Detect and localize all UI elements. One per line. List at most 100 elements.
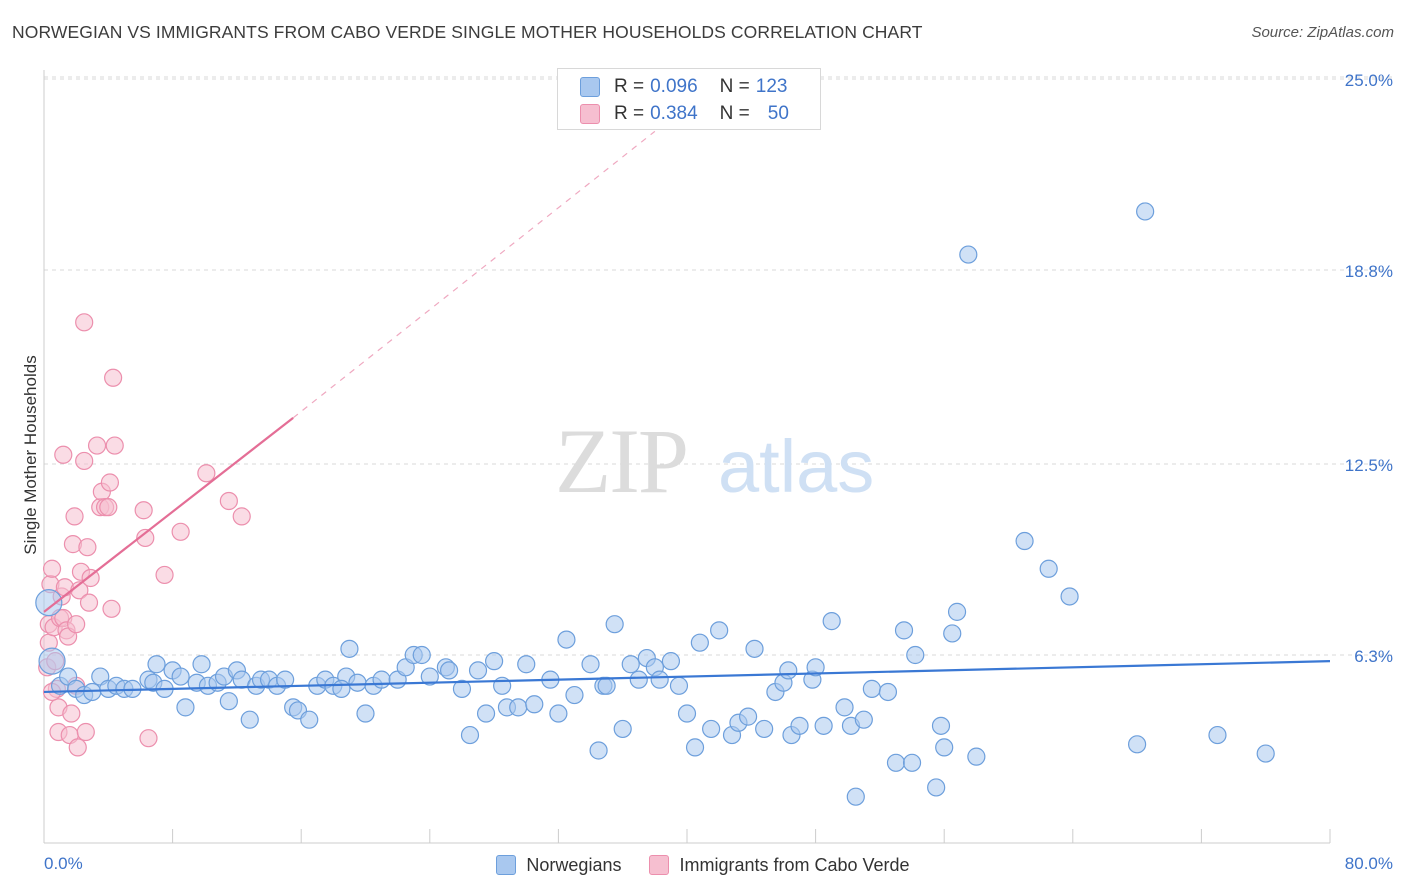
data-point-norwegians	[661, 652, 681, 671]
data-point-norwegians	[779, 661, 798, 680]
data-point-norwegians	[1127, 735, 1147, 754]
data-point-cabo-verde	[42, 559, 62, 578]
y-axis-label: Single Mother Households	[21, 355, 40, 554]
data-point-norwegians	[605, 615, 624, 634]
data-point-norwegians	[597, 676, 616, 695]
data-point-norwegians	[276, 670, 295, 689]
data-point-cabo-verde	[76, 722, 95, 742]
data-point-norwegians	[439, 661, 459, 680]
data-point-norwegians	[886, 753, 906, 772]
legend-item-cabo-verde[interactable]: Immigrants from Cabo Verde	[649, 854, 910, 876]
data-point-norwegians	[931, 716, 951, 735]
data-point-norwegians	[476, 704, 496, 723]
data-point-norwegians	[927, 778, 946, 797]
data-point-norwegians	[509, 698, 528, 717]
data-point-norwegians	[745, 639, 764, 658]
y-tick-label: 25.0%	[1345, 71, 1393, 90]
series-legend: Norwegians Immigrants from Cabo Verde	[0, 852, 1406, 878]
data-point-norwegians	[690, 633, 709, 652]
data-point-cabo-verde	[67, 615, 86, 634]
data-point-cabo-verde	[75, 451, 94, 471]
data-point-norwegians	[372, 670, 391, 689]
data-point-cabo-verde	[87, 436, 107, 455]
x-tick-label: 0.0%	[44, 854, 83, 873]
data-point-norwegians	[460, 725, 480, 745]
data-point-norwegians	[710, 621, 729, 640]
data-point-norwegians	[35, 589, 63, 617]
legend-item-norwegians[interactable]: Norwegians	[496, 855, 621, 876]
y-tick-label: 18.8%	[1345, 262, 1393, 281]
data-point-norwegians	[806, 658, 825, 677]
swatch-cabo-verde	[580, 104, 600, 124]
data-point-norwegians	[650, 670, 669, 689]
data-point-norwegians	[300, 710, 319, 729]
data-point-norwegians	[685, 738, 705, 757]
data-point-norwegians	[340, 639, 359, 658]
data-point-cabo-verde	[171, 522, 190, 541]
watermark-atlas: atlas	[718, 425, 874, 508]
data-point-norwegians	[621, 655, 640, 674]
data-point-cabo-verde	[62, 704, 81, 723]
data-point-cabo-verde	[54, 445, 73, 464]
series-cabo-verde-points	[38, 313, 251, 757]
data-point-cabo-verde	[65, 507, 84, 526]
legend-label-norwegians: Norwegians	[526, 854, 622, 875]
data-point-cabo-verde	[81, 568, 100, 588]
data-point-norwegians	[846, 787, 865, 806]
data-point-norwegians	[412, 645, 431, 665]
x-tick-label: 80.0%	[1345, 854, 1393, 873]
data-point-norwegians	[613, 719, 632, 739]
n-value: 123	[755, 76, 788, 97]
data-point-norwegians	[629, 670, 648, 689]
watermark: ZIP atlas	[555, 410, 874, 512]
data-point-norwegians	[878, 682, 898, 702]
data-point-norwegians	[468, 661, 488, 680]
n-value: 50	[767, 103, 789, 124]
gridlines	[44, 76, 1392, 656]
data-point-norwegians	[943, 624, 962, 643]
data-point-cabo-verde	[79, 593, 99, 612]
legend-swatch-cabo-verde	[649, 855, 670, 875]
data-point-norwegians	[1015, 531, 1034, 551]
data-point-cabo-verde	[102, 599, 121, 618]
data-point-cabo-verde	[105, 436, 124, 455]
data-point-norwegians	[557, 630, 576, 649]
data-point-norwegians	[906, 645, 925, 665]
data-point-cabo-verde	[100, 473, 120, 492]
series-norwegians-points	[35, 202, 1275, 806]
data-point-norwegians	[814, 716, 833, 735]
data-point-norwegians	[525, 695, 544, 714]
data-point-norwegians	[485, 652, 504, 671]
trend-line-norwegians	[43, 660, 1331, 694]
data-point-norwegians	[790, 716, 809, 735]
data-point-norwegians	[192, 655, 211, 674]
data-point-cabo-verde	[99, 498, 118, 517]
trend-extension-cabo-verde	[292, 130, 656, 419]
data-point-norwegians	[147, 655, 166, 674]
data-point-cabo-verde	[75, 313, 94, 332]
trend-line-cabo-verde	[43, 416, 294, 613]
data-point-norwegians	[862, 679, 881, 698]
data-point-norwegians	[854, 710, 873, 729]
legend-label-cabo-verde: Immigrants from Cabo Verde	[679, 854, 910, 875]
data-point-norwegians	[581, 655, 600, 674]
y-tick-labels: 6.3% 12.5% 18.8% 25.0%	[1345, 71, 1393, 666]
data-point-cabo-verde	[232, 507, 251, 526]
n-label: N =	[719, 76, 750, 97]
data-point-norwegians	[332, 679, 351, 698]
data-point-norwegians	[669, 676, 689, 695]
data-point-norwegians	[935, 738, 954, 757]
data-point-norwegians	[755, 719, 774, 739]
data-point-norwegians	[219, 692, 238, 711]
swatch-norwegians	[580, 77, 600, 97]
data-point-norwegians	[738, 707, 758, 726]
data-point-norwegians	[589, 741, 608, 760]
data-point-norwegians	[822, 612, 841, 631]
axes	[43, 70, 1331, 844]
data-point-norwegians	[517, 655, 536, 674]
chart-title: NORWEGIAN VS IMMIGRANTS FROM CABO VERDE …	[12, 22, 923, 42]
data-point-norwegians	[356, 704, 375, 723]
data-point-cabo-verde	[136, 528, 155, 548]
n-label: N =	[719, 103, 750, 124]
